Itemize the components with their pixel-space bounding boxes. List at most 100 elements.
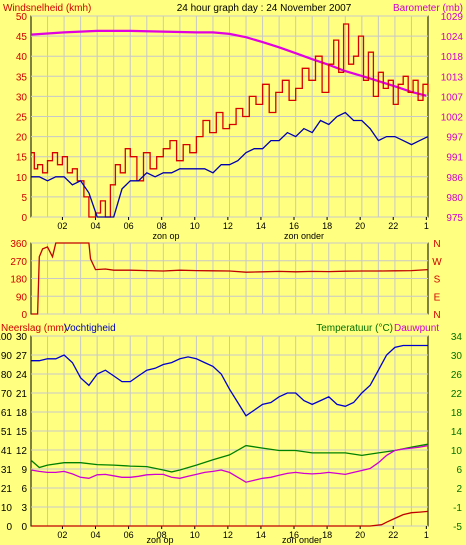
baro-tick-label: 975 <box>446 213 463 224</box>
wind-tick-label: 10 <box>16 173 28 184</box>
baro-tick-label: 1024 <box>441 32 464 43</box>
direction-compass-label: E <box>434 292 441 303</box>
rain-humidity-temp-x-tick-label: 10 <box>190 530 200 540</box>
wind-baro-x-tick-label: 18 <box>322 221 332 231</box>
temperature-tick-label: -1 <box>453 503 462 514</box>
direction-degree-label: 90 <box>16 292 28 303</box>
baro-axis-title: Barometer (mb) <box>393 3 463 14</box>
wind-tick-label: 0 <box>21 213 27 224</box>
rain-tick-label: 15 <box>16 427 28 438</box>
rain-humidity-temp-x-tick-label: 16 <box>289 530 299 540</box>
rain-humidity-temp-x-tick-label: 12 <box>223 530 233 540</box>
wind-baro-x-tick-label: 1 <box>424 221 429 231</box>
temperature-tick-label: -5 <box>453 522 462 533</box>
rain-humidity-temp-x-tick-label: 14 <box>256 530 266 540</box>
sunrise-label: zon op <box>146 535 173 545</box>
wind-tick-label: 35 <box>16 72 28 83</box>
humidity-line <box>31 344 428 417</box>
humidity-tick-label: 90 <box>1 351 13 362</box>
direction-degree-label: 0 <box>21 310 27 321</box>
wind-baro-x-tick-label: 22 <box>388 221 398 231</box>
barometer-line <box>30 29 427 97</box>
direction-compass-label: N <box>433 239 440 250</box>
rain-tick-label: 6 <box>21 484 27 495</box>
baro-tick-label: 1029 <box>441 12 464 23</box>
wind-baro-x-tick-label: 12 <box>223 221 233 231</box>
temperature-tick-label: 2 <box>456 484 462 495</box>
dewpoint-line <box>30 444 429 483</box>
wind-direction-line <box>31 242 429 315</box>
wind-baro-x-tick-label: 20 <box>355 221 365 231</box>
baro-tick-label: 1018 <box>441 52 464 63</box>
humidity-tick-label: 10 <box>1 503 13 514</box>
rain-humidity-temp-x-tick-label: 1 <box>424 530 429 540</box>
rain-tick-label: 0 <box>21 522 27 533</box>
wind-baro-grid <box>31 15 428 218</box>
rain-tick-label: 30 <box>16 332 28 343</box>
rain-axis-title: Neerslag (mm) <box>1 323 67 334</box>
wind-baro-x-tick-label: 04 <box>91 221 101 231</box>
wind-baro-x-tick-label: 02 <box>57 221 67 231</box>
sunset-label: zon onder <box>284 231 324 241</box>
humidity-axis-title: Vochtigheid <box>64 323 116 334</box>
rain-humidity-temp-x-tick-label: 06 <box>124 530 134 540</box>
direction-compass-label: S <box>434 275 441 286</box>
humidity-tick-label: 31 <box>1 465 13 476</box>
temperature-tick-label: 14 <box>451 427 463 438</box>
rain-tick-label: 3 <box>21 503 27 514</box>
rain-tick-label: 18 <box>16 408 28 419</box>
humidity-tick-label: 80 <box>1 370 13 381</box>
temperature-tick-label: 26 <box>451 370 463 381</box>
baro-tick-label: 980 <box>446 193 463 204</box>
wind-baro-series <box>30 23 429 218</box>
rain-tick-label: 12 <box>16 446 28 457</box>
humidity-axis-ticks: 1009080706151413121100 <box>0 332 12 533</box>
rain-humidity-temp-x-tick-label: 04 <box>91 530 101 540</box>
sunset-label: zon onder <box>282 535 322 545</box>
rain-humidity-temp-x-tick-label: 08 <box>157 530 167 540</box>
wind-baro-x-tick-label: 08 <box>157 221 167 231</box>
temperature-tick-label: 34 <box>451 332 463 343</box>
wind-tick-label: 15 <box>16 153 28 164</box>
temperature-tick-label: 10 <box>451 446 463 457</box>
baro-tick-label: 991 <box>446 153 463 164</box>
humidity-tick-label: 61 <box>1 408 13 419</box>
sunrise-label: zon op <box>152 231 179 241</box>
humidity-tick-label: 0 <box>6 522 12 533</box>
temperature-tick-label: 6 <box>456 465 462 476</box>
rain-humidity-temp-sun-annotations: zon op zon onder <box>146 535 322 545</box>
chart-title: 24 hour graph day : 24 November 2007 <box>177 3 352 14</box>
temperature-tick-label: 18 <box>451 408 463 419</box>
direction-degree-label: 180 <box>10 275 27 286</box>
rain-tick-label: 21 <box>16 389 28 400</box>
baro-axis-ticks: 975 980 986 991 997 1002 1007 1013 1018 1024 1029 <box>441 12 464 224</box>
wind-baro-x-ticks: 02 04 06 08 10 12 14 16 18 20 22 1 <box>57 217 429 231</box>
wind-axis-ticks: 0 5 10 15 20 25 30 35 40 45 50 <box>16 12 28 224</box>
baro-tick-label: 997 <box>446 133 463 144</box>
rain-tick-label: 24 <box>16 370 28 381</box>
wind-tick-label: 30 <box>16 92 28 103</box>
wind-baro-x-tick-label: 16 <box>289 221 299 231</box>
direction-degree-label: 360 <box>10 239 27 250</box>
wind-baro-x-tick-label: 06 <box>124 221 134 231</box>
wind-baro-sun-annotations: zon op zon onder <box>152 231 324 241</box>
direction-grid <box>31 242 428 315</box>
rain-humidity-temp-x-tick-label: 02 <box>57 530 67 540</box>
temperature-tick-label: 30 <box>451 351 463 362</box>
baro-tick-label: 1013 <box>441 72 464 83</box>
direction-degree-label: 270 <box>10 257 27 268</box>
wind-tick-label: 50 <box>16 12 28 23</box>
rain-humidity-temp-panel: 1009080706151413121100 30272421181512963… <box>0 332 462 545</box>
wind-tick-label: 45 <box>16 32 28 43</box>
direction-compass-label: W <box>432 257 442 268</box>
rain-humidity-temp-x-tick-label: 20 <box>355 530 365 540</box>
rain-humidity-temp-x-tick-label: 22 <box>388 530 398 540</box>
wind-baro-x-tick-label: 10 <box>190 221 200 231</box>
humidity-tick-label: 70 <box>1 389 13 400</box>
humidity-tick-label: 41 <box>1 446 13 457</box>
average-wind-line <box>31 111 429 218</box>
direction-series <box>31 242 429 315</box>
